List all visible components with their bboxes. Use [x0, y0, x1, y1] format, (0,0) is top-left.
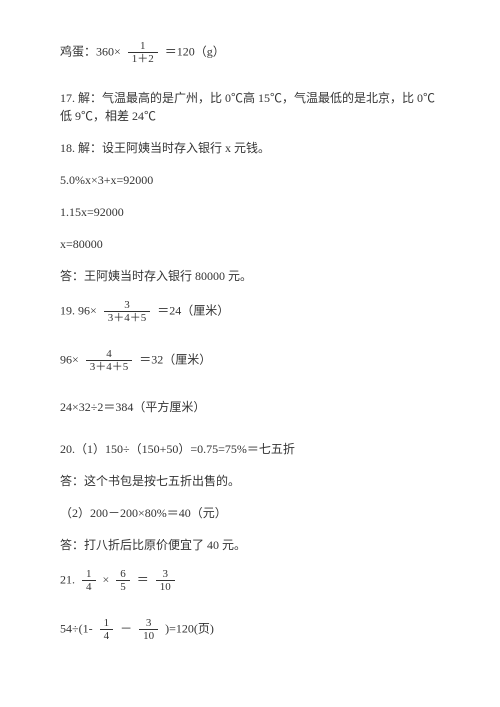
numerator: 6 [116, 568, 130, 581]
text-line: 21. 1 4 × 6 5 ＝ 3 10 [60, 568, 440, 593]
text-line: 答：打八折后比原价便宜了 40 元。 [60, 536, 440, 554]
fraction: 1 4 [82, 568, 96, 593]
text: 21. [60, 572, 78, 586]
text: 96× [60, 353, 79, 367]
text-line: （2）200－200×80%＝40（元） [60, 504, 440, 522]
denominator: 4 [82, 581, 96, 593]
fraction: 6 5 [116, 568, 130, 593]
numerator: 3 [156, 568, 175, 581]
text-line: 20.（1）150÷（150+50）=0.75=75%＝七五折 [60, 440, 440, 458]
numerator: 1 [100, 617, 114, 630]
text-line: 鸡蛋：360× 1 1＋2 ＝120（g） [60, 40, 440, 65]
fraction: 3 3＋4＋5 [104, 299, 151, 324]
fraction: 1 4 [100, 617, 114, 642]
denominator: 5 [116, 581, 130, 593]
text-line: 24×32÷2＝384（平方厘米） [60, 398, 440, 416]
fraction: 1 1＋2 [128, 40, 158, 65]
numerator: 1 [82, 568, 96, 581]
fraction: 3 10 [156, 568, 175, 593]
text-line: 答：这个书包是按七五折出售的。 [60, 472, 440, 490]
text-line: 19. 96× 3 3＋4＋5 ＝24（厘米） [60, 299, 440, 324]
text: ＝24（厘米） [157, 304, 229, 318]
denominator: 4 [100, 630, 114, 642]
fraction: 4 3＋4＋5 [86, 348, 133, 373]
document-page: 鸡蛋：360× 1 1＋2 ＝120（g） 17. 解：气温最高的是广州，比 0… [0, 0, 500, 676]
text: ＝ [137, 572, 152, 586]
numerator: 4 [86, 348, 133, 361]
text-line: 答：王阿姨当时存入银行 80000 元。 [60, 267, 440, 285]
denominator: 3＋4＋5 [86, 361, 133, 373]
denominator: 10 [156, 581, 175, 593]
text: × [103, 572, 113, 586]
denominator: 10 [139, 630, 158, 642]
text: 19. 96× [60, 304, 97, 318]
text: ＝32（厘米） [139, 353, 211, 367]
text: 鸡蛋：360× [60, 44, 121, 58]
text: － [120, 621, 135, 635]
text-line: 96× 4 3＋4＋5 ＝32（厘米） [60, 348, 440, 373]
denominator: 1＋2 [128, 53, 158, 65]
text-line: 18. 解：设王阿姨当时存入银行 x 元钱。 [60, 139, 440, 157]
text-line: x=80000 [60, 235, 440, 253]
text: )=120(页) [165, 621, 214, 635]
text: ＝120（g） [165, 44, 225, 58]
numerator: 3 [104, 299, 151, 312]
numerator: 3 [139, 617, 158, 630]
text: 54÷(1- [60, 621, 96, 635]
text-line: 5.0%x×3+x=92000 [60, 171, 440, 189]
text-line: 54÷(1- 1 4 － 3 10 )=120(页) [60, 617, 440, 642]
fraction: 3 10 [139, 617, 158, 642]
numerator: 1 [128, 40, 158, 53]
text-line: 1.15x=92000 [60, 203, 440, 221]
text-line: 17. 解：气温最高的是广州，比 0℃高 15℃，气温最低的是北京，比 0℃低 … [60, 89, 440, 125]
denominator: 3＋4＋5 [104, 312, 151, 324]
